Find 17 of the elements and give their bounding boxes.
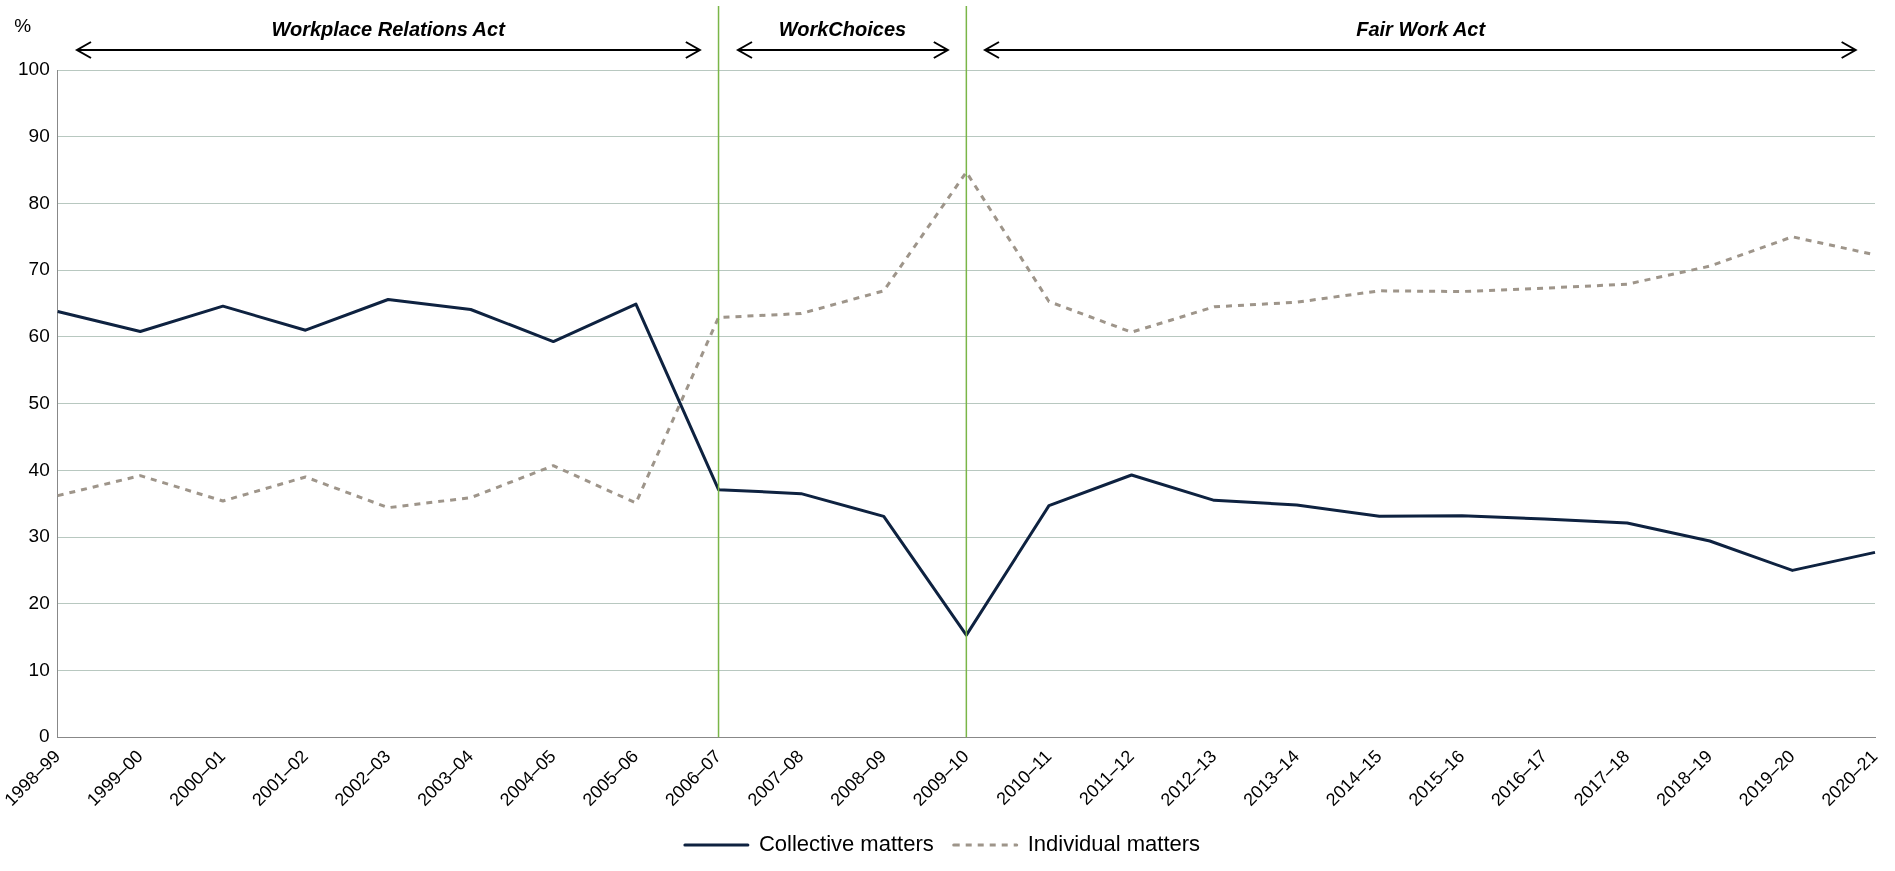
y-tick-label: 10	[28, 658, 50, 680]
y-tick-label: 0	[39, 725, 50, 747]
text: Workplace Relations Act	[271, 17, 507, 40]
legend-label: Collective matters	[758, 831, 934, 857]
y-axis-title: %	[14, 14, 32, 36]
legend-label: Individual matters	[1027, 831, 1201, 857]
y-tick-label: 30	[28, 525, 50, 547]
y-tick-label: 20	[28, 591, 50, 613]
y-tick-label: 80	[28, 191, 50, 213]
y-tick-label: 60	[28, 325, 50, 347]
text: WorkChoices	[778, 17, 907, 40]
y-tick-label: 90	[28, 124, 50, 146]
text: Fair Work Act	[1356, 17, 1487, 40]
y-tick-label: 50	[28, 391, 50, 413]
y-tick-label: 40	[28, 458, 50, 480]
y-tick-label: 100	[18, 58, 50, 80]
y-tick-label: 70	[28, 258, 50, 280]
